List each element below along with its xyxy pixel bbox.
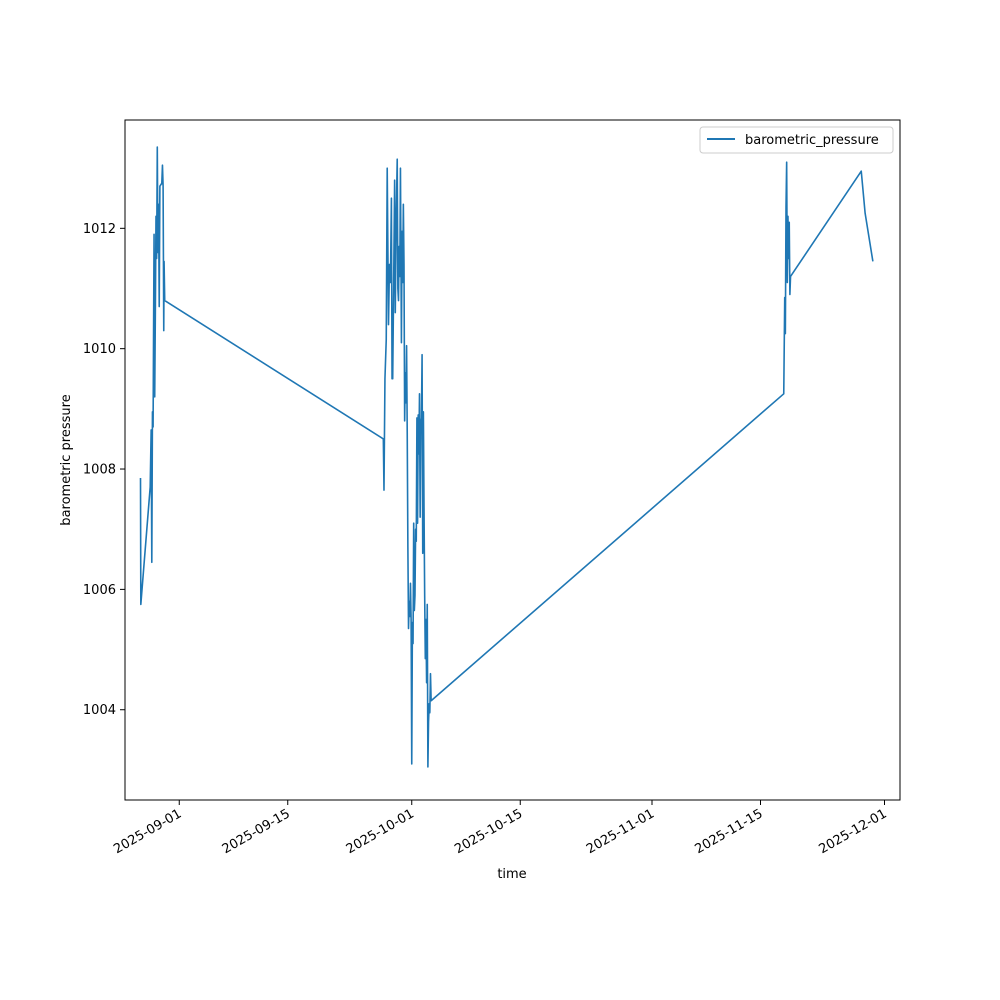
y-tick-label: 1006 — [83, 583, 116, 598]
x-axis-label: time — [497, 867, 526, 882]
y-tick-label: 1004 — [83, 703, 116, 718]
plot-area — [125, 120, 900, 800]
y-axis: 1004 1006 1008 1010 1012 — [83, 222, 125, 718]
y-tick-label: 1012 — [83, 222, 116, 237]
series-line-0 — [139, 146, 874, 768]
y-axis-label: barometric pressure — [59, 394, 74, 525]
y-tick-label: 1008 — [83, 463, 116, 478]
plot-frame — [124, 119, 901, 801]
legend-label: barometric_pressure — [745, 133, 879, 148]
y-tick-label: 1010 — [83, 342, 116, 357]
legend: barometric_pressure — [699, 126, 894, 154]
series-layer — [139, 146, 874, 768]
legend-box — [699, 126, 894, 154]
